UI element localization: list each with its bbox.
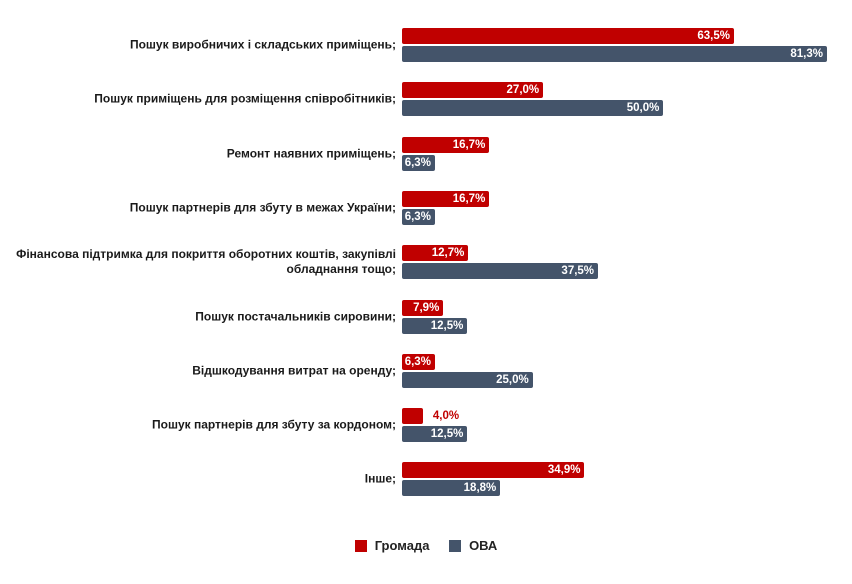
bar-ova [402,154,435,171]
bar-hromada [402,408,423,425]
category-label: Пошук партнерів для збуту за кордоном; [151,417,396,432]
bar-hromada [402,353,435,370]
category-label: Ремонт наявних приміщень; [226,146,396,161]
data-label: 6,3% [404,210,431,223]
bar-ova [402,208,435,225]
data-label: 25,0% [496,373,529,386]
data-label: 27,0% [506,84,540,97]
bar-hromada [402,136,490,153]
category-label: Пошук партнерів для збуту в межах Україн… [129,200,396,215]
data-label: 63,5% [697,30,730,42]
category-label: Інше; [364,471,396,486]
category-label: Пошук постачальників сировини; [195,309,396,323]
bar-ova [402,426,468,443]
category-label: Відшкодування витрат на оренду; [192,363,396,378]
category-label: Пошук виробничих і складських приміщень; [129,37,396,52]
bar-hromada [402,462,585,479]
data-label: 12,7% [431,247,465,260]
data-label: 37,5% [561,265,595,278]
data-label: 81,3% [790,48,823,60]
data-label: 4,0% [432,410,460,423]
legend-item-ova: ОВА [449,538,497,553]
bar-hromada [402,299,444,316]
data-label: 18,8% [463,482,497,495]
bar-ova [402,263,599,280]
data-label: 16,7% [452,192,486,205]
bar-hromada [402,245,469,262]
data-label: 12,5% [430,428,464,441]
category-label: Пошук приміщень для розміщення співробіт… [94,91,396,106]
legend-swatch-hromada [354,539,367,552]
bar-ova [402,371,533,388]
bar-ova [402,100,664,117]
data-label: 50,0% [626,102,660,115]
bar-ova [402,317,468,334]
data-label: 34,9% [547,464,581,477]
data-label: 12,5% [430,319,464,332]
legend: Громада ОВА [0,538,852,555]
legend-swatch-ova [449,539,462,552]
legend-label: ОВА [469,538,498,553]
bar-ova [402,480,501,497]
legend-item-hromada: Громада [354,538,430,553]
category-label: Фінансова підтримка для покриття оборотн… [16,247,396,277]
legend-label: Громада [374,538,430,553]
data-label: 16,7% [452,138,486,151]
data-label: 7,9% [413,301,440,314]
bar-ova [402,46,827,62]
bar-hromada [402,190,490,207]
bar-hromada [402,82,544,99]
data-label: 6,3% [404,156,431,169]
bar-hromada [402,28,734,44]
data-label: 6,3% [404,355,431,368]
